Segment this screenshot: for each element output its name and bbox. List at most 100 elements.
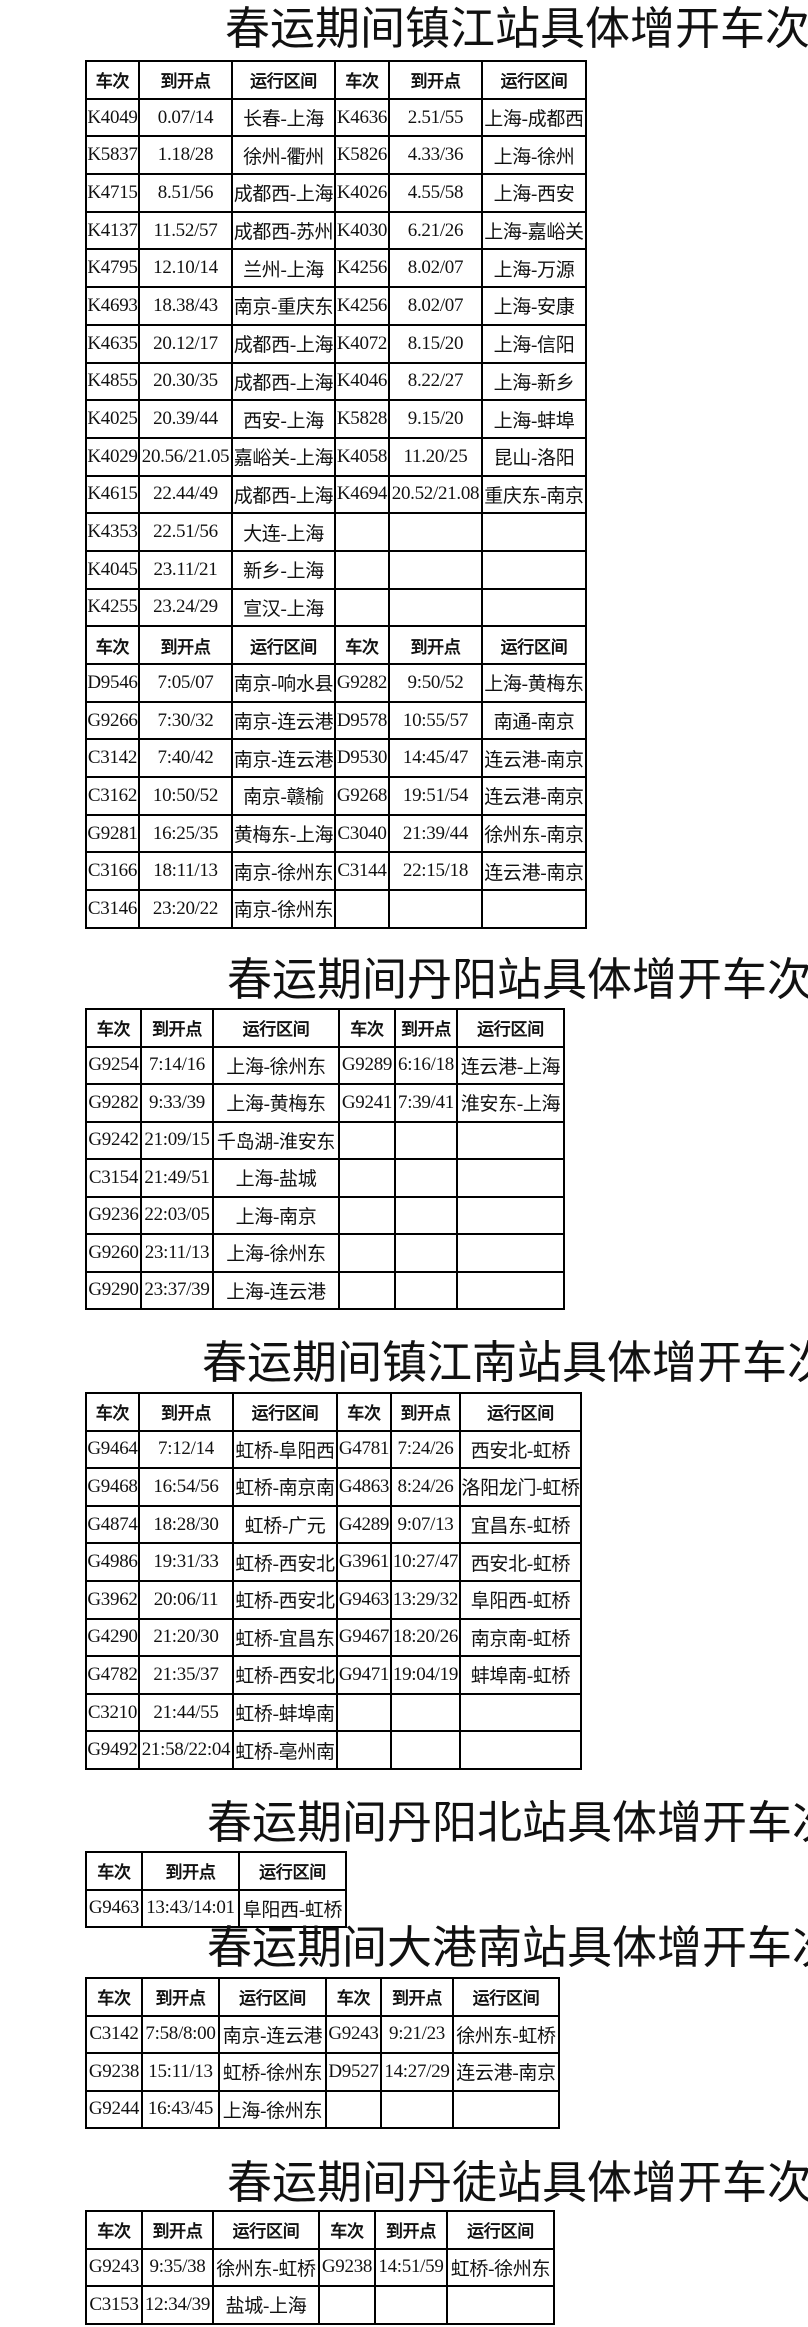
cell-train-number: G9260 [85,1233,142,1273]
cell-route: 虹桥-徐州东 [218,2052,327,2092]
schedule-table: 车次 到开点 运行区间 车次 到开点 运行区间 G9254 7:14/16 上海-徐州东 G928… [85,1008,565,1310]
table-row: K4615 22.44/49 成都西-上海 K4694 20.52/21.08 重庆东-南… [85,474,587,515]
table-row: G9266 7:30/32 南京-连云港 D9578 10:55/57 南通-南京 [85,700,587,741]
column-header-train-number: 车次 [85,625,140,665]
column-header-route: 运行区间 [238,1851,347,1891]
table-row: C3210 21:44/55 虹桥-蚌埠南 [85,1692,582,1733]
cell-train-number: G9281 [85,813,140,854]
cell-arrive-depart-time: 8.02/07 [388,248,483,289]
cell-arrive-depart-time: 16:43/45 [141,2089,220,2129]
cell-route: 南京-连云港 [231,700,336,741]
cell-route: 西安北-虹桥 [459,1429,582,1470]
cell-train-number [334,549,390,590]
cell-route: 昆山-洛阳 [481,436,587,477]
column-header-train-number: 车次 [338,1008,396,1048]
cell-arrive-depart-time: 9:07/13 [390,1504,461,1545]
cell-train-number: K4030 [334,210,390,251]
cell-train-number: G9242 [85,1120,142,1160]
cell-route: 连云港-南京 [481,738,587,779]
table-row: K4855 20.30/35 成都西-上海 K4046 8.22/27 上海-新乡 [85,361,587,402]
cell-train-number: G3962 [85,1579,140,1620]
table-row: K4049 0.07/14 长春-上海 K4636 2.51/55 上海-成都西 [85,97,587,138]
cell-arrive-depart-time: 20.56/21.05 [138,436,233,477]
cell-route: 西安-上海 [231,399,336,439]
cell-arrive-depart-time [394,1158,458,1198]
cell-arrive-depart-time: 9.15/20 [388,399,483,439]
cell-train-number: K4137 [85,210,140,251]
table-row: C3146 23:20/22 南京-徐州东 [85,889,587,929]
cell-train-number: K4058 [334,436,390,477]
cell-route: 上海-信阳 [481,323,587,364]
cell-train-number: G4289 [336,1504,392,1545]
column-header-route: 运行区间 [231,60,336,100]
cell-arrive-depart-time: 7:24/26 [390,1429,461,1470]
cell-route: 上海-新乡 [481,361,587,402]
cell-route: 淮安东-上海 [456,1083,565,1123]
cell-route: 虹桥-蚌埠南 [232,1692,338,1733]
cell-arrive-depart-time: 22.51/56 [138,512,233,552]
cell-route: 上海-蚌埠 [481,399,587,439]
cell-train-number: G9471 [336,1655,392,1695]
table-row: K4029 20.56/21.05 嘉峪关-上海 K4058 11.20/25 昆山-洛阳 [85,436,587,477]
cell-route: 成都西-上海 [231,474,336,515]
cell-train-number [318,2285,376,2325]
cell-route: 虹桥-南京南 [232,1467,338,1507]
table-row: K4635 20.12/17 成都西-上海 K4072 8.15/20 上海-信阳 [85,323,587,364]
cell-arrive-depart-time: 22:03/05 [140,1195,214,1235]
cell-train-number: G9282 [85,1083,142,1123]
column-header-arrive-depart-time: 到开点 [141,1977,220,2017]
cell-route [452,2089,560,2129]
cell-arrive-depart-time [390,1692,461,1733]
cell-train-number: D9530 [334,738,390,779]
cell-train-number [336,1730,392,1770]
cell-train-number: K4615 [85,474,140,515]
column-header-arrive-depart-time: 到开点 [141,1851,240,1891]
cell-train-number: D9546 [85,663,140,703]
cell-route: 徐州东-虹桥 [452,2014,560,2054]
cell-route: 阜阳西-虹桥 [459,1579,582,1620]
column-header-arrive-depart-time: 到开点 [388,60,483,100]
cell-arrive-depart-time: 21:44/55 [138,1692,234,1733]
table-row: G9463 13:43/14:01 阜阳西-虹桥 [85,1888,347,1928]
cell-train-number: C3142 [85,738,140,779]
cell-arrive-depart-time: 14:45/47 [388,738,483,779]
cell-route [481,549,587,590]
cell-train-number [338,1195,396,1235]
cell-arrive-depart-time: 19:51/54 [388,776,483,816]
column-header-train-number: 车次 [85,1008,142,1048]
cell-route [481,587,587,628]
cell-arrive-depart-time: 0.07/14 [138,97,233,138]
cell-train-number: K4026 [334,173,390,213]
cell-train-number [338,1270,396,1310]
table-row: G9282 9:33/39 上海-黄梅东 G9241 7:39/41 淮安东-上海 [85,1083,565,1123]
cell-train-number: G9463 [336,1579,392,1620]
table-row: G4874 18:28/30 虹桥-广元 G4289 9:07/13 宜昌东-虹桥 [85,1504,582,1545]
cell-arrive-depart-time [394,1270,458,1310]
cell-train-number: G9244 [85,2089,143,2129]
cell-route: 南京-赣榆 [231,776,336,816]
cell-train-number: K5828 [334,399,390,439]
section-title: 春运期间丹阳站具体增开车次 [227,953,808,1006]
cell-train-number [334,889,390,929]
cell-route: 大连-上海 [231,512,336,552]
cell-arrive-depart-time: 23:11/13 [140,1233,214,1273]
cell-route: 西安北-虹桥 [459,1542,582,1582]
cell-arrive-depart-time: 21:20/30 [138,1617,234,1658]
cell-route: 上海-徐州 [481,135,587,176]
cell-train-number: G9238 [85,2052,143,2092]
cell-route: 上海-西安 [481,173,587,213]
cell-arrive-depart-time: 13:29/32 [390,1579,461,1620]
cell-train-number: K4715 [85,173,140,213]
cell-arrive-depart-time [388,587,483,628]
cell-arrive-depart-time [394,1233,458,1273]
cell-train-number: G4874 [85,1504,140,1545]
cell-route: 上海-徐州东 [212,1045,340,1085]
cell-route: 上海-黄梅东 [212,1083,340,1123]
table-row: G3962 20:06/11 虹桥-西安北 G9463 13:29/32 阜阳西-虹桥 [85,1579,582,1620]
column-header-train-number: 车次 [336,1392,392,1432]
column-header-route: 运行区间 [232,1392,338,1432]
table-row: K4045 23.11/21 新乡-上海 [85,549,587,590]
cell-train-number: K4072 [334,323,390,364]
cell-train-number: C3154 [85,1158,142,1198]
cell-train-number: K4049 [85,97,140,138]
